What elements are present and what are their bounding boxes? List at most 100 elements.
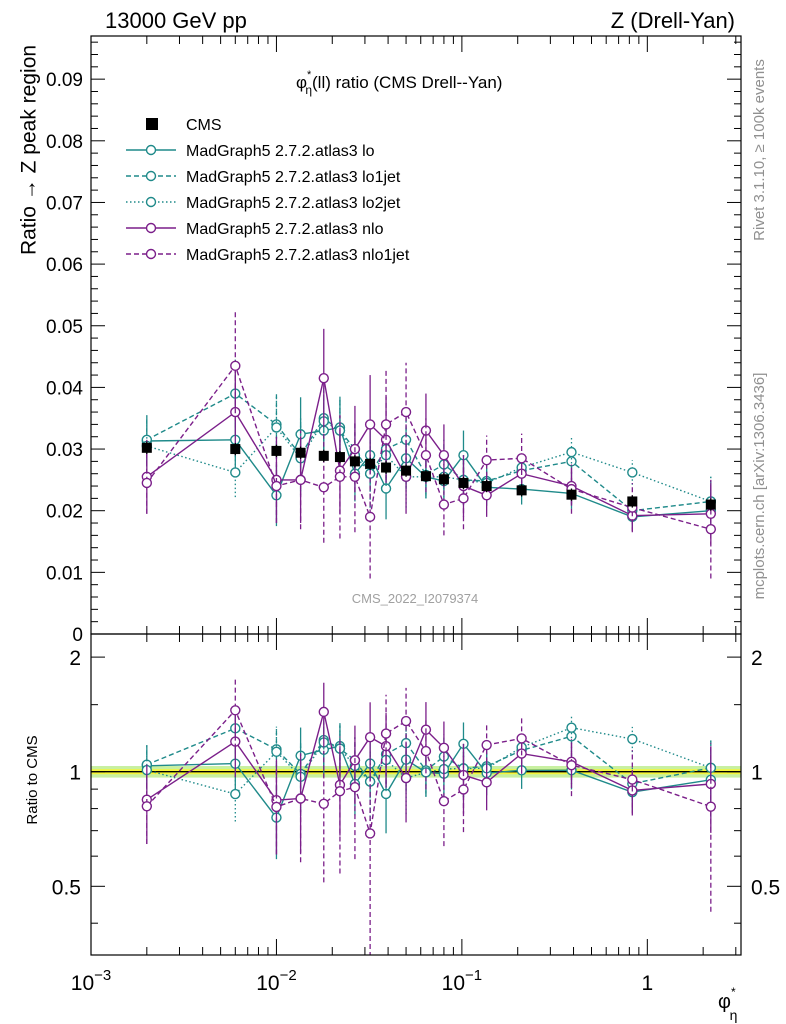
series-line-2 xyxy=(146,392,711,512)
legend-marker xyxy=(145,170,157,182)
data-point xyxy=(230,360,241,372)
side-label-rivet: Rivet 3.1.10, ≥ 100k events xyxy=(751,59,768,241)
ratio-y-tick-label-right: 2 xyxy=(751,647,763,670)
ratio-point xyxy=(230,788,241,800)
side-label-mcplots: mcplots.cern.ch [arXiv:1306.3436] xyxy=(751,373,768,600)
header-left: 13000 GeV pp xyxy=(105,8,247,33)
ratio-point xyxy=(400,715,412,727)
data-point xyxy=(705,523,717,535)
legend-label: MadGraph5 2.7.2.atlas3 lo2jet xyxy=(186,195,401,212)
plot-title-rest: (ll) ratio (CMS Drell--Yan) xyxy=(312,73,502,92)
ratio-line-1 xyxy=(146,742,711,820)
ratio-line-2 xyxy=(146,727,711,785)
y-tick-label: 0.05 xyxy=(46,317,83,338)
plot-title-eta: η xyxy=(305,83,312,97)
data-point xyxy=(438,499,450,510)
ratio-point xyxy=(380,788,392,800)
ratio-point xyxy=(400,772,412,784)
ratio-point xyxy=(334,786,346,797)
header-right: Z (Drell-Yan) xyxy=(611,8,735,33)
data-point xyxy=(318,482,329,493)
x-axis-label-phi: φ xyxy=(718,991,731,1013)
ratio-point xyxy=(230,705,241,716)
data-point xyxy=(141,477,153,489)
cms-point xyxy=(318,450,329,461)
data-point xyxy=(627,467,638,478)
plot-title-star: * xyxy=(307,69,312,81)
legend-label: MadGraph5 2.7.2.atlas3 lo xyxy=(186,143,375,160)
legend-marker-cms xyxy=(146,118,158,130)
y-tick-label: 0.09 xyxy=(46,70,83,91)
x-axis-label-eta: η xyxy=(730,1007,738,1023)
ratio-point xyxy=(516,733,527,744)
legend-label: MadGraph5 2.7.2.atlas3 nlo1jet xyxy=(186,247,410,264)
legend-marker xyxy=(145,196,157,208)
main-panel-data xyxy=(141,310,717,579)
ratio-y-tick-label-left: 0.5 xyxy=(52,876,81,899)
legend: CMS MadGraph5 2.7.2.atlas3 lo MadGraph5 2.… xyxy=(126,117,410,264)
legend-marker xyxy=(145,144,157,156)
cms-point xyxy=(365,458,376,469)
data-point xyxy=(349,471,361,482)
cms-point xyxy=(481,481,492,492)
plot-title-phi: φ xyxy=(296,73,307,92)
data-point xyxy=(481,454,492,466)
x-tick-label: 10−3 xyxy=(71,967,111,995)
cms-point xyxy=(401,465,412,476)
ratio-point xyxy=(705,801,717,812)
ratio-point xyxy=(271,801,282,813)
data-point xyxy=(364,511,376,523)
data-point xyxy=(420,450,432,461)
series-line-1 xyxy=(146,426,711,518)
cms-point xyxy=(438,474,449,485)
ratio-point xyxy=(438,742,450,754)
data-point xyxy=(271,480,282,492)
ratio-y-tick-label-left: 2 xyxy=(69,647,81,670)
ratio-point xyxy=(318,798,329,810)
data-point xyxy=(400,406,412,418)
y-tick-label: 0.08 xyxy=(46,132,83,153)
cms-point xyxy=(295,447,306,458)
ratio-point xyxy=(349,781,361,793)
x-axis-label: φ* η xyxy=(718,985,737,1023)
x-axis-label-star: * xyxy=(731,985,736,999)
ratio-point xyxy=(364,732,376,743)
ratio-line-3 xyxy=(146,726,712,795)
ratio-y-tick-label-right: 1 xyxy=(751,762,763,785)
data-point xyxy=(318,372,329,384)
cms-point xyxy=(516,485,527,496)
ratio-y-tick-label-right: 0.5 xyxy=(751,876,780,899)
y-tick-label: 0.06 xyxy=(46,255,83,276)
data-point xyxy=(380,419,392,430)
ratio-panel-data xyxy=(91,679,741,955)
data-point xyxy=(380,483,392,494)
series-line-5 xyxy=(146,364,711,530)
legend-marker xyxy=(145,248,157,260)
cms-point xyxy=(271,445,282,456)
cms-point xyxy=(141,442,152,453)
ratio-point xyxy=(627,774,638,785)
ratio-point xyxy=(380,728,392,739)
cms-point xyxy=(349,456,360,467)
data-point xyxy=(458,493,469,504)
ratio-point xyxy=(458,784,469,795)
watermark: CMS_2022_I2079374 xyxy=(352,591,479,606)
ratio-point xyxy=(295,793,306,804)
ratio-point xyxy=(420,745,432,757)
cms-point xyxy=(458,477,469,488)
ratio-point xyxy=(481,739,492,751)
x-tick-label: 1 xyxy=(641,972,653,995)
x-tick-label: 10−2 xyxy=(256,967,296,995)
legend-label: MadGraph5 2.7.2.atlas3 lo1jet xyxy=(186,169,401,186)
y-tick-label: 0.07 xyxy=(46,193,83,214)
cms-point xyxy=(566,489,577,500)
ratio-point xyxy=(318,706,329,718)
legend-marker xyxy=(145,222,157,234)
cms-point xyxy=(334,452,345,463)
y-tick-label: 0.01 xyxy=(46,563,83,584)
y-tick-label: 0.02 xyxy=(46,502,83,523)
cms-point xyxy=(381,462,392,473)
data-point xyxy=(364,419,376,430)
ratio-y-label: Ratio to CMS xyxy=(24,735,41,824)
